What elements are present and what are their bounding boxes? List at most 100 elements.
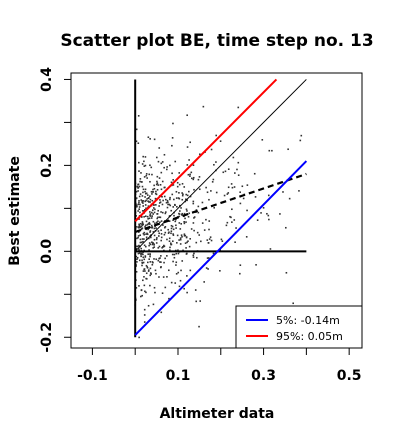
data-point [146, 177, 148, 179]
data-point [186, 199, 188, 202]
data-point [173, 253, 176, 256]
data-point [185, 221, 187, 223]
data-point [138, 223, 140, 226]
data-point [205, 267, 208, 269]
y-tick-label: 0.2 [39, 153, 55, 178]
data-point [164, 212, 167, 215]
data-point [140, 253, 142, 256]
data-point [178, 213, 181, 215]
data-point [138, 170, 140, 172]
data-point [154, 208, 156, 211]
data-point [171, 172, 173, 175]
points-layer [134, 105, 303, 339]
data-point [172, 122, 174, 125]
data-point [159, 221, 161, 224]
data-point [157, 259, 160, 262]
data-point [144, 190, 146, 193]
data-point [136, 245, 139, 248]
data-point [149, 261, 152, 263]
data-point [192, 222, 195, 224]
data-point [292, 302, 294, 305]
data-point [198, 188, 201, 191]
data-point [164, 231, 167, 234]
data-point [189, 238, 191, 240]
data-point [144, 245, 147, 248]
data-point [213, 206, 215, 209]
x-tick-label: 0.1 [166, 368, 191, 384]
data-point [154, 269, 157, 272]
data-point [178, 172, 181, 174]
data-point [138, 200, 140, 202]
data-point [145, 174, 148, 177]
data-point [146, 233, 149, 236]
data-point [269, 248, 272, 250]
data-point [146, 215, 149, 218]
data-point [136, 261, 138, 263]
data-point [219, 140, 222, 142]
data-point [142, 188, 145, 191]
data-point [151, 242, 154, 244]
data-point [158, 276, 160, 278]
data-point [253, 172, 256, 175]
data-point [159, 261, 161, 263]
data-point [142, 253, 144, 256]
data-point [151, 173, 153, 176]
data-point [149, 195, 151, 197]
data-point [151, 209, 154, 211]
data-point [137, 210, 139, 212]
data-point [168, 297, 170, 300]
data-point [153, 227, 156, 230]
data-point [262, 207, 265, 209]
data-point [144, 204, 147, 206]
data-point [155, 190, 157, 193]
data-point [205, 218, 207, 221]
data-point [193, 216, 196, 218]
data-point [172, 184, 175, 186]
data-point [172, 260, 174, 263]
data-point [170, 281, 173, 284]
data-point [135, 287, 138, 289]
y-axis: -0.2 0.0 0.2 0.4 [39, 67, 71, 353]
data-point [138, 248, 140, 250]
data-point [167, 232, 170, 234]
data-point [172, 233, 174, 235]
data-point [171, 253, 174, 256]
data-point [169, 246, 171, 249]
data-point [145, 233, 147, 235]
data-point [139, 295, 142, 298]
data-point [194, 289, 197, 291]
data-point [141, 163, 144, 165]
data-point [159, 216, 162, 219]
data-point [184, 217, 186, 220]
data-point [163, 153, 166, 156]
data-point [147, 253, 149, 255]
data-point [225, 224, 228, 227]
data-point [142, 279, 144, 282]
data-point [147, 270, 150, 272]
data-point [172, 234, 175, 236]
data-point [177, 249, 179, 251]
data-point [181, 260, 184, 262]
data-point [137, 235, 140, 237]
data-point [168, 203, 171, 206]
data-point [152, 303, 155, 306]
data-point [256, 219, 259, 221]
data-point [152, 220, 155, 223]
data-point [141, 201, 144, 204]
data-point [139, 180, 141, 183]
x-tick-label: 0.5 [337, 368, 362, 384]
data-point [227, 186, 230, 189]
data-point [153, 286, 156, 289]
data-point [170, 230, 173, 233]
data-point [150, 226, 153, 229]
data-point [210, 190, 212, 192]
x-axis-label: Altimeter data [160, 406, 275, 422]
data-point [185, 236, 188, 239]
data-point [171, 225, 174, 228]
data-point [139, 241, 142, 244]
data-point [187, 215, 190, 218]
data-point [139, 178, 142, 180]
data-point [172, 206, 175, 208]
data-point [171, 193, 174, 196]
data-point [190, 171, 193, 174]
